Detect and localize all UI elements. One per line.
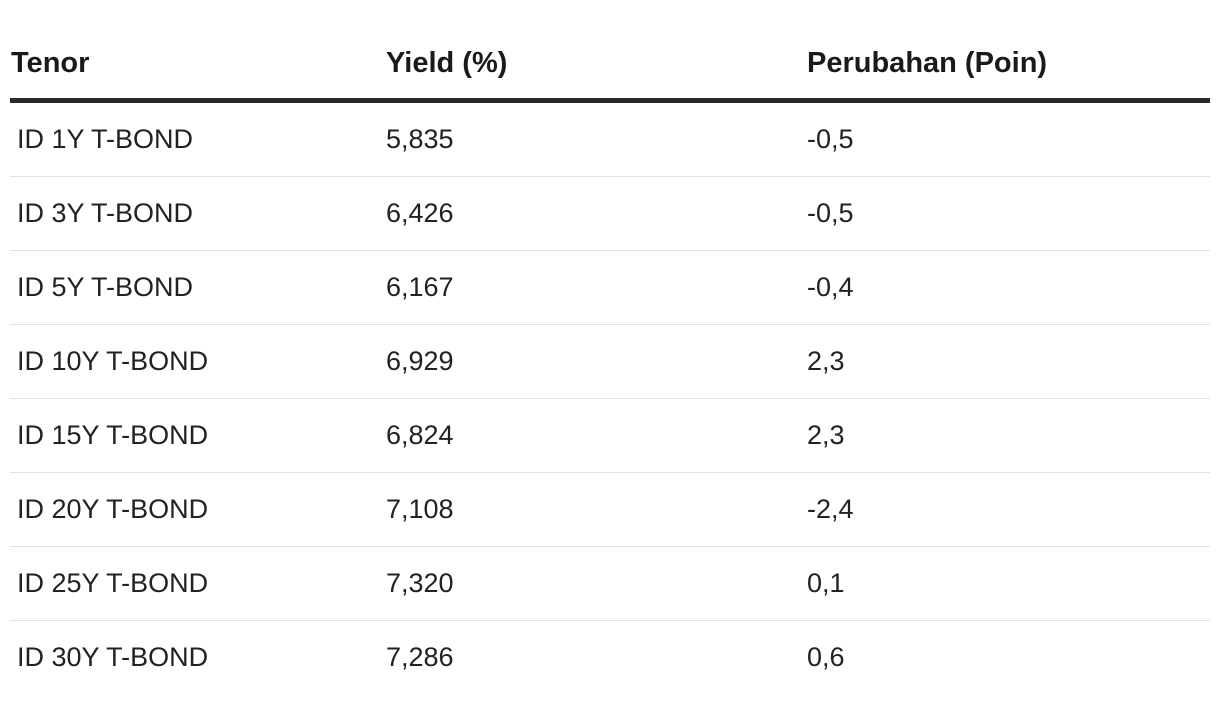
cell-yield: 6,824 bbox=[386, 398, 807, 473]
cell-yield: 7,108 bbox=[386, 472, 807, 547]
cell-yield: 6,167 bbox=[386, 250, 807, 325]
table-row: ID 20Y T-BOND 7,108 -2,4 bbox=[10, 472, 1210, 547]
table-row: ID 5Y T-BOND 6,167 -0,4 bbox=[10, 250, 1210, 325]
cell-change: 0,1 bbox=[807, 546, 1210, 621]
cell-change: 2,3 bbox=[807, 324, 1210, 399]
table-row: ID 1Y T-BOND 5,835 -0,5 bbox=[10, 100, 1210, 177]
cell-tenor: ID 25Y T-BOND bbox=[10, 546, 386, 621]
cell-tenor: ID 20Y T-BOND bbox=[10, 472, 386, 547]
cell-tenor: ID 1Y T-BOND bbox=[10, 100, 386, 177]
bond-yield-table-container: Tenor Yield (%) Perubahan (Poin) ID 1Y T… bbox=[10, 28, 1210, 694]
cell-tenor: ID 30Y T-BOND bbox=[17, 642, 209, 672]
table-row: ID 30Y T-BOND 7,286 0,6 bbox=[10, 621, 1210, 695]
table-row: ID 10Y T-BOND 6,929 2,3 bbox=[10, 324, 1210, 399]
cell-tenor: ID 15Y T-BOND bbox=[10, 398, 386, 473]
table-body: ID 1Y T-BOND 5,835 -0,5 ID 3Y T-BOND 6,4… bbox=[10, 100, 1210, 695]
cell-tenor: ID 10Y T-BOND bbox=[10, 324, 386, 399]
cell-yield: 7,320 bbox=[386, 546, 807, 621]
table-row: ID 25Y T-BOND 7,320 0,1 bbox=[10, 546, 1210, 621]
table-header: Tenor Yield (%) Perubahan (Poin) bbox=[10, 28, 1210, 103]
table-row: ID 15Y T-BOND 6,824 2,3 bbox=[10, 398, 1210, 473]
cell-yield: 5,835 bbox=[386, 100, 807, 177]
cell-change: -2,4 bbox=[807, 472, 1210, 547]
bond-yield-table: Tenor Yield (%) Perubahan (Poin) ID 1Y T… bbox=[10, 28, 1210, 694]
cell-change: -0,4 bbox=[807, 250, 1210, 325]
header-row: Tenor Yield (%) Perubahan (Poin) bbox=[10, 28, 1210, 103]
cell-yield: 7,286 bbox=[386, 642, 454, 672]
header-change: Perubahan (Poin) bbox=[807, 28, 1210, 103]
cell-change: 0,6 bbox=[807, 642, 845, 672]
cell-tenor: ID 5Y T-BOND bbox=[10, 250, 386, 325]
cell-change: 2,3 bbox=[807, 398, 1210, 473]
cell-yield: 6,929 bbox=[386, 324, 807, 399]
header-yield: Yield (%) bbox=[386, 28, 807, 103]
table-row: ID 3Y T-BOND 6,426 -0,5 bbox=[10, 176, 1210, 251]
cell-tenor: ID 3Y T-BOND bbox=[10, 176, 386, 251]
cell-change: -0,5 bbox=[807, 100, 1210, 177]
header-tenor: Tenor bbox=[10, 28, 386, 103]
cell-yield: 6,426 bbox=[386, 176, 807, 251]
cell-change: -0,5 bbox=[807, 176, 1210, 251]
